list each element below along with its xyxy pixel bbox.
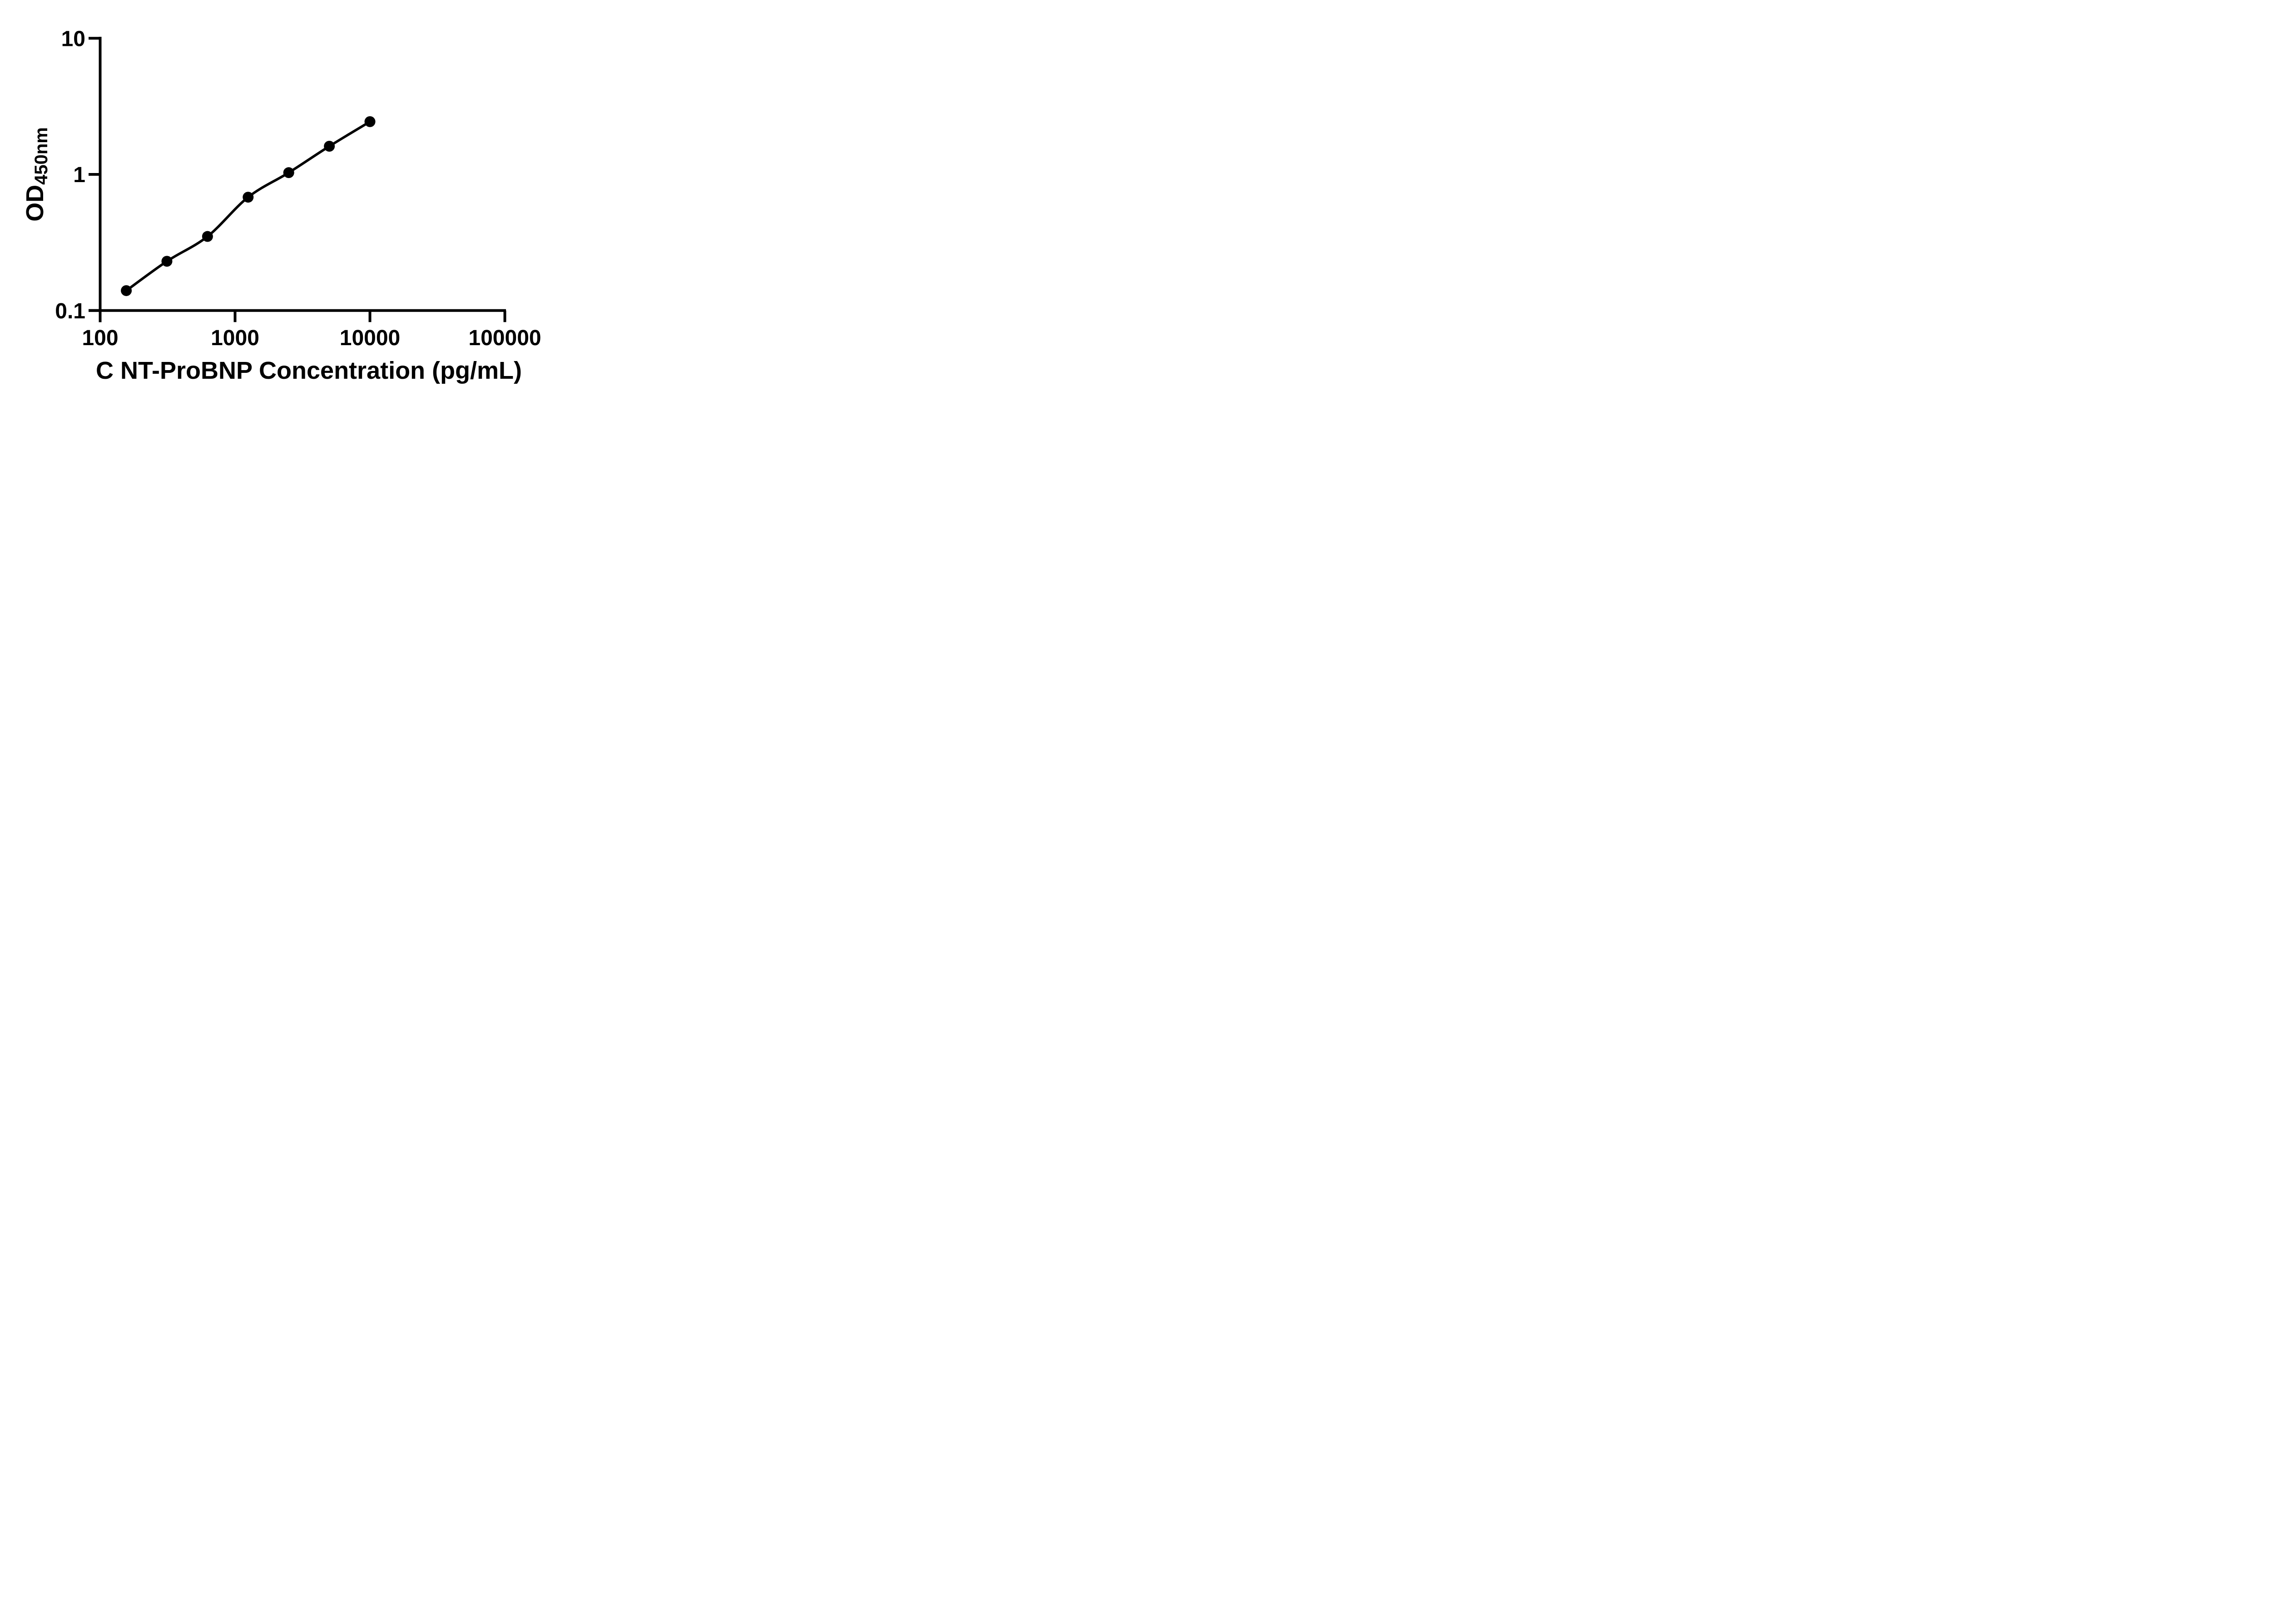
x-tick-label: 100000 [468,326,541,350]
data-point-marker [243,192,254,203]
data-point-marker [324,141,335,152]
x-axis-title: C NT-ProBNP Concentration (pg/mL) [96,357,522,384]
y-tick-label: 0.1 [55,299,85,323]
tick-labels: 10 1 0.1 100 1000 10000 100000 [55,27,541,350]
data-point-marker [202,231,213,242]
axes [89,37,506,322]
data-point-marker [364,116,376,127]
x-tick-label: 1000 [211,326,259,350]
y-tick-label: 10 [61,27,85,51]
x-tick-label: 10000 [340,326,400,350]
x-tick-label: 100 [82,326,118,350]
elisa-standard-curve-figure: 10 1 0.1 100 1000 10000 100000 OD450nm C NT-Pr… [0,0,572,406]
chart-canvas: 10 1 0.1 100 1000 10000 100000 OD450nm C NT-Pr… [21,27,541,384]
data-point-marker [161,256,173,267]
y-tick-label: 1 [73,163,85,187]
y-axis-title-main: OD [21,185,49,222]
data-point-marker [283,167,294,178]
y-axis-title: OD450nm [21,127,51,222]
data-point-marker [121,285,132,296]
tick-marks [89,37,506,322]
series-layer [121,116,376,296]
y-axis-title-sub: 450nm [31,127,51,185]
